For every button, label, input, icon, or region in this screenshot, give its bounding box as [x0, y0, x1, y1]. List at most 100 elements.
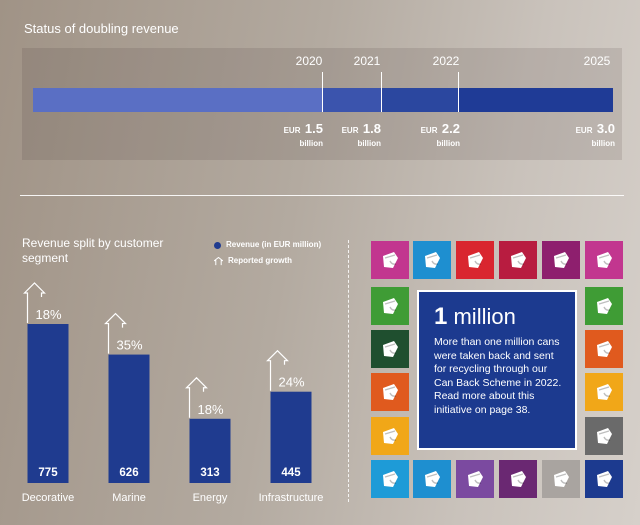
info-box: 1 million More than one million cans wer…	[417, 290, 577, 450]
legend-revenue-label: Revenue (in EUR million)	[226, 240, 322, 249]
paint-can-icon	[511, 252, 526, 268]
category-label: Decorative	[22, 492, 75, 504]
year-marker-2022	[458, 72, 459, 112]
amount-unit: billion	[436, 139, 460, 148]
category-label: Infrastructure	[259, 492, 324, 504]
can-tile-right	[585, 287, 623, 325]
paint-can-icon	[554, 471, 569, 487]
can-tile-top	[542, 241, 580, 279]
progress-segment-2022	[381, 88, 458, 112]
can-tile-bottom	[413, 460, 451, 498]
amount-value: 1.5	[304, 121, 323, 136]
growth-label: 35%	[117, 338, 143, 353]
bar-energy	[189, 418, 231, 483]
chart-legend: Revenue (in EUR million) Reported growth	[214, 237, 321, 269]
amount-currency: EUR	[341, 126, 359, 135]
can-tile-right	[585, 417, 623, 455]
progress-segment-2021	[322, 88, 381, 112]
paint-can-icon	[425, 252, 440, 268]
bar-value-label: 626	[119, 467, 138, 479]
can-tile-bottom	[499, 460, 537, 498]
year-label-2025: 2025	[583, 54, 611, 68]
column-divider	[348, 240, 349, 502]
bar-value-label: 775	[38, 467, 58, 479]
paint-can-icon	[383, 428, 398, 444]
year-label-2020: 2020	[295, 54, 323, 68]
legend-growth-label: Reported growth	[228, 256, 292, 265]
amount-2020: EUR 1.5 billion	[233, 122, 323, 150]
amount-unit: billion	[591, 139, 615, 148]
can-tile-right	[585, 330, 623, 368]
paint-can-icon	[468, 252, 483, 268]
bar-marine	[108, 354, 150, 483]
amount-currency: EUR	[420, 126, 438, 135]
bar-infrastructure	[270, 391, 312, 483]
category-label: Energy	[193, 492, 228, 504]
can-tile-top	[413, 241, 451, 279]
year-marker-2021	[381, 72, 382, 112]
paint-can-icon	[383, 298, 398, 314]
category-label: Marine	[112, 492, 146, 504]
chart-title: Revenue split by customer segment	[22, 236, 164, 265]
growth-arrow-icon	[23, 282, 46, 323]
paint-can-icon	[597, 428, 612, 444]
paint-can-icon	[425, 471, 440, 487]
amount-2021: EUR 1.8 billion	[291, 122, 381, 150]
can-tile-left	[371, 417, 409, 455]
bar-value-label: 445	[281, 467, 301, 479]
amount-value: 2.2	[441, 121, 460, 136]
info-description: More than one million cans were taken ba…	[434, 336, 562, 416]
amount-value: 1.8	[362, 121, 381, 136]
can-tile-left	[371, 330, 409, 368]
paint-can-icon	[597, 252, 612, 268]
year-label-2022: 2022	[432, 54, 460, 68]
paint-can-icon	[383, 471, 398, 487]
can-tile-bottom	[371, 460, 409, 498]
top-section-title: Status of doubling revenue	[24, 21, 179, 36]
growth-arrow-icon	[104, 312, 127, 354]
bar-value-label: 313	[200, 467, 219, 479]
year-label-2021: 2021	[353, 54, 381, 68]
can-tile-top	[456, 241, 494, 279]
growth-arrow-icon	[266, 349, 289, 391]
bar-decorative	[27, 324, 69, 483]
paint-can-icon	[554, 252, 569, 268]
legend-item-growth: Reported growth	[214, 253, 321, 269]
growth-arrow-icon	[185, 376, 208, 418]
growth-label: 18%	[36, 307, 62, 322]
amount-currency: EUR	[575, 126, 593, 135]
paint-can-icon	[597, 384, 612, 400]
amount-2025: EUR 3.0 billion	[525, 122, 615, 150]
can-tile-bottom	[585, 460, 623, 498]
paint-can-icon	[383, 384, 398, 400]
amount-unit: billion	[357, 139, 381, 148]
can-tile-top	[585, 241, 623, 279]
revenue-progress-bar	[33, 88, 613, 112]
paint-can-icon	[383, 252, 398, 268]
amount-unit: billion	[299, 139, 323, 148]
year-marker-2020	[322, 72, 323, 112]
can-tile-top	[371, 241, 409, 279]
paint-can-icon	[597, 298, 612, 314]
can-tile-top	[499, 241, 537, 279]
amount-currency: EUR	[283, 126, 301, 135]
legend-dot-icon	[214, 241, 221, 249]
can-tile-bottom	[456, 460, 494, 498]
growth-arrow-icon	[214, 256, 223, 265]
can-tile-right	[585, 373, 623, 411]
legend-item-revenue: Revenue (in EUR million)	[214, 237, 321, 253]
progress-segment-2025	[458, 88, 613, 112]
paint-can-icon	[597, 341, 612, 357]
amount-value: 3.0	[596, 121, 615, 136]
info-headline-word: million	[453, 304, 516, 329]
progress-segment-2020	[33, 88, 322, 112]
growth-label: 24%	[279, 375, 305, 390]
paint-can-icon	[383, 341, 398, 357]
section-divider	[20, 195, 624, 196]
can-tile-left	[371, 373, 409, 411]
can-tile-bottom	[542, 460, 580, 498]
info-headline-number: 1	[434, 303, 448, 330]
info-headline: 1 million	[434, 304, 565, 330]
paint-can-icon	[468, 471, 483, 487]
paint-can-icon	[597, 471, 612, 487]
